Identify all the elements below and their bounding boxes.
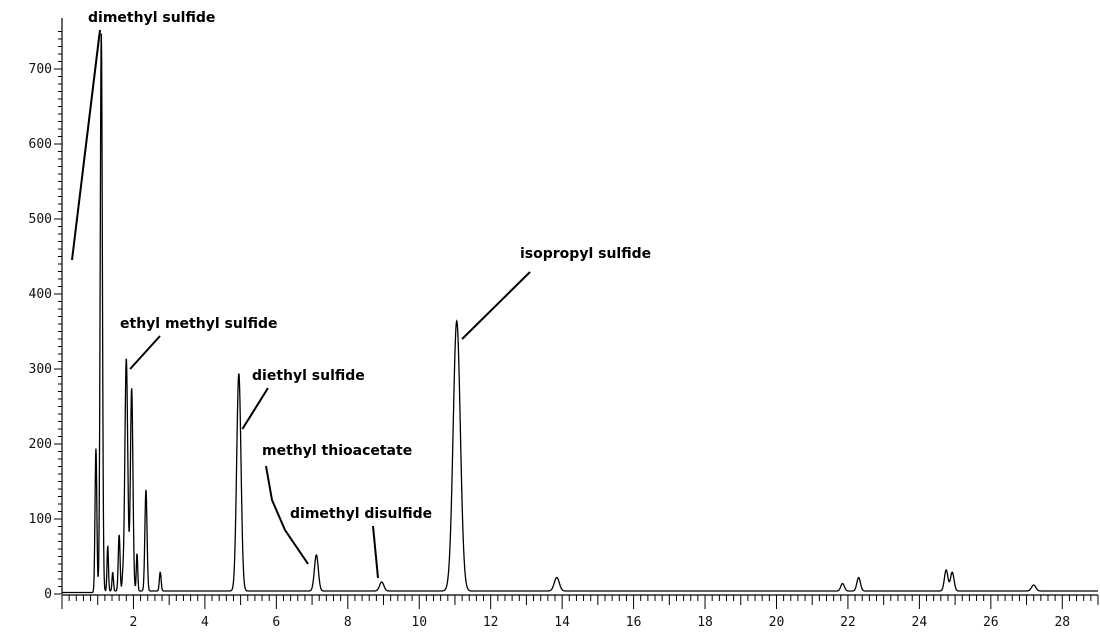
plot-area <box>62 33 1098 594</box>
x-tick-label: 14 <box>554 615 570 630</box>
x-tick-label: 6 <box>272 615 280 630</box>
x-tick-label: 24 <box>912 615 928 630</box>
y-tick-label: 300 <box>29 362 52 377</box>
x-tick-label: 8 <box>344 615 352 630</box>
chromatogram-trace <box>62 33 1098 594</box>
x-tick-label: 26 <box>983 615 999 630</box>
y-tick-label: 200 <box>29 437 52 452</box>
annotation-leader-line <box>265 465 309 565</box>
x-tick-label: 20 <box>769 615 785 630</box>
annotation-leader-line <box>129 335 161 370</box>
x-tick-label: 18 <box>697 615 713 630</box>
x-tick-label: 28 <box>1054 615 1070 630</box>
y-tick-label: 400 <box>29 287 52 302</box>
annotation-leader-line <box>372 525 379 579</box>
annotations: dimethyl sulfide ethyl methyl sulfide diet… <box>71 10 651 579</box>
x-tick-label: 12 <box>483 615 499 630</box>
axes <box>61 18 1098 596</box>
annotation-label: diethyl sulfide <box>252 368 365 384</box>
y-tick-label: 100 <box>29 512 52 527</box>
annotation-leader-line <box>461 271 531 340</box>
x-tick-label: 22 <box>840 615 856 630</box>
annotation-label: methyl thioacetate <box>262 443 412 459</box>
annotation-label: ethyl methyl sulfide <box>120 316 278 332</box>
y-tick-label: 600 <box>29 137 52 152</box>
x-tick-label: 4 <box>201 615 209 630</box>
annotation-label: dimethyl disulfide <box>290 506 432 522</box>
x-tick-label: 16 <box>626 615 642 630</box>
annotation-label: isopropyl sulfide <box>520 246 651 262</box>
annotation-leader-line <box>241 387 269 430</box>
y-tick-label: 700 <box>29 62 52 77</box>
y-tick-label: 500 <box>29 212 52 227</box>
y-tick-label: 0 <box>44 587 52 602</box>
annotation-leader-line <box>71 29 101 261</box>
annotation-label: dimethyl sulfide <box>88 10 215 26</box>
x-tick-label: 10 <box>411 615 427 630</box>
x-tick-label: 2 <box>130 615 138 630</box>
